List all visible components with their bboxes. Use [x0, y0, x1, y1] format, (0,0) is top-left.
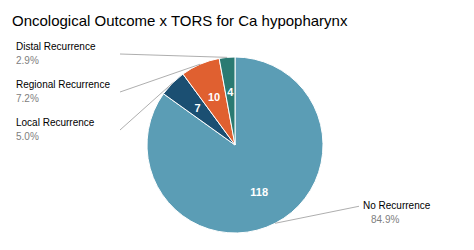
svg-text:2.9%: 2.9%: [16, 55, 39, 66]
svg-text:4: 4: [227, 86, 234, 98]
svg-text:5.0%: 5.0%: [16, 131, 39, 142]
svg-text:84.9%: 84.9%: [371, 214, 399, 225]
svg-text:118: 118: [250, 186, 268, 198]
svg-text:7.2%: 7.2%: [16, 93, 39, 104]
svg-text:Local Recurrence: Local Recurrence: [16, 117, 95, 128]
svg-text:7: 7: [194, 102, 200, 114]
svg-text:Regional Recurrence: Regional Recurrence: [16, 79, 110, 90]
svg-text:10: 10: [208, 91, 220, 103]
svg-text:Distal Recurrence: Distal Recurrence: [16, 41, 96, 52]
html-text:Oncological Outcome x TORS for: Oncological Outcome x TORS for Ca hypoph…: [12, 12, 348, 29]
svg-text:No Recurrence: No Recurrence: [363, 200, 431, 211]
